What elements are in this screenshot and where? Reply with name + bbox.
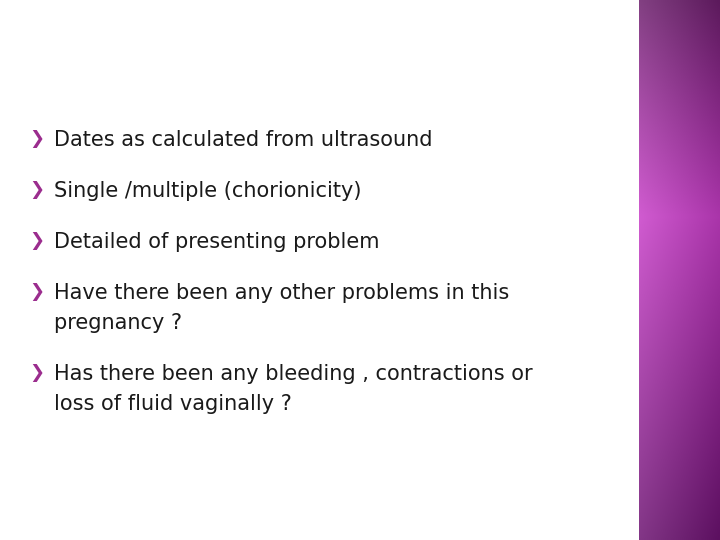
Text: ❯: ❯: [29, 232, 44, 250]
Text: ❯: ❯: [29, 130, 44, 147]
Text: pregnancy ?: pregnancy ?: [54, 313, 182, 333]
Text: ❯: ❯: [29, 181, 44, 199]
Text: Detailed of presenting problem: Detailed of presenting problem: [54, 232, 379, 252]
Text: loss of fluid vaginally ?: loss of fluid vaginally ?: [54, 394, 292, 414]
Text: ❯: ❯: [29, 284, 44, 301]
Text: Dates as calculated from ultrasound: Dates as calculated from ultrasound: [54, 130, 433, 150]
Text: ❯: ❯: [29, 364, 44, 382]
Text: Single /multiple (chorionicity): Single /multiple (chorionicity): [54, 181, 361, 201]
Text: Has there been any bleeding , contractions or: Has there been any bleeding , contractio…: [54, 364, 533, 384]
Text: Have there been any other problems in this: Have there been any other problems in th…: [54, 284, 509, 303]
